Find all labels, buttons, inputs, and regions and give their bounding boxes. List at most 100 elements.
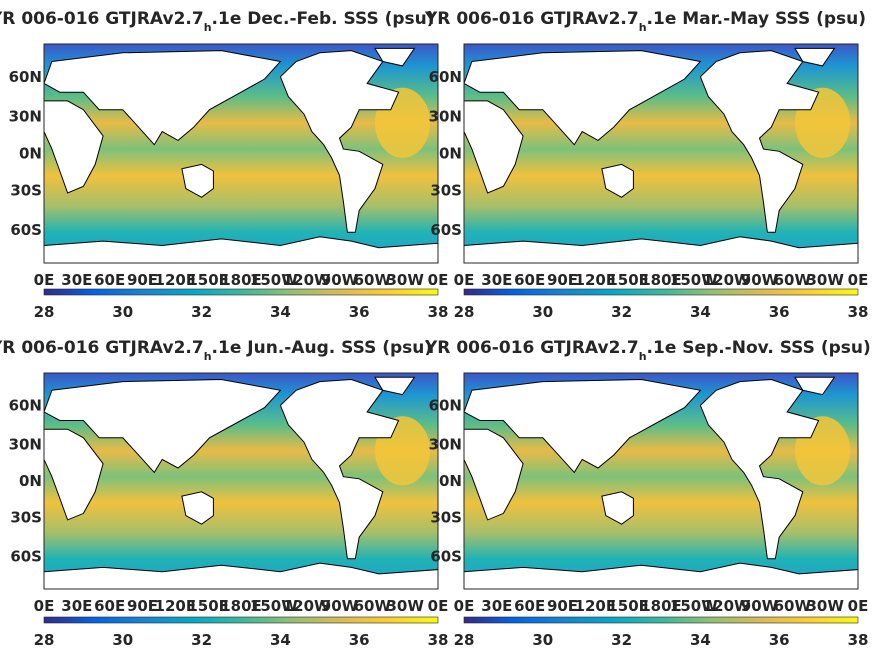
y-tick-label: 0N [19,472,42,490]
y-tick-label: 30N [9,435,42,453]
colorbar-tick-label: 32 [191,631,212,649]
x-tick-label: 30E [61,597,92,615]
x-tick-label: 0E [454,597,475,615]
x-tick-label: 150W [250,271,298,289]
colorbar-tick-label: 32 [191,303,212,321]
y-tick-label: 60S [10,548,42,566]
x-tick-label: 120E [575,271,617,289]
colorbar-tick-label: 34 [270,631,291,649]
y-tick-label: 60N [9,68,42,86]
y-tick-label: 60S [430,548,462,566]
colorbar-tick-label: 28 [454,303,475,321]
x-tick-label: 60E [514,271,545,289]
y-tick-label: 30S [10,182,42,200]
landmass [601,163,634,198]
x-tick-label: 150E [607,597,649,615]
colorbar-tick-label: 38 [428,303,449,321]
map-frame [463,43,859,264]
y-tick-label: 0N [439,472,462,490]
colorbar-tick-label: 34 [690,303,711,321]
x-tick-label: 60W [774,597,812,615]
y-tick-label: 60N [429,396,462,414]
colorbar-tick-label: 28 [34,631,55,649]
map-panel-3: YR 006-016 GTJRAv2.7h.1e Jun.-Aug. SSS (… [0,338,448,649]
colorbar-tick-label: 28 [34,303,55,321]
landmass [601,491,634,525]
x-tick-label: 30E [481,597,512,615]
x-tick-label: 30W [806,597,844,615]
x-tick-label: 90W [321,271,359,289]
x-tick-label: 90W [321,597,359,615]
colorbar-tick-label: 30 [532,303,553,321]
y-tick-label: 30S [430,509,462,527]
x-tick-label: 90W [741,271,779,289]
x-tick-label: 150W [670,271,718,289]
x-tick-label: 90E [547,271,578,289]
x-tick-label: 30E [481,271,512,289]
x-tick-label: 150E [187,597,229,615]
x-tick-label: 180E [220,271,262,289]
x-tick-label: 0E [848,271,869,289]
colorbar-tick-label: 36 [349,303,370,321]
colorbar-tick-label: 36 [769,303,790,321]
landmass [181,491,214,525]
map-panel-2: YR 006-016 GTJRAv2.7h.1e Mar.-May SSS (p… [424,9,868,321]
x-tick-label: 60E [94,271,125,289]
x-tick-label: 90E [127,597,158,615]
y-tick-label: 30S [10,509,42,527]
x-tick-label: 60E [94,597,125,615]
x-tick-label: 150E [607,271,649,289]
colorbar-tick-label: 34 [690,631,711,649]
x-tick-label: 120E [575,597,617,615]
colorbar-tick-label: 30 [112,303,133,321]
x-tick-label: 180E [640,597,682,615]
colorbar [43,288,439,296]
y-tick-label: 60S [10,221,42,239]
x-tick-label: 90W [741,597,779,615]
x-tick-label: 90E [547,597,578,615]
x-tick-label: 0E [428,271,449,289]
colorbar [463,288,859,296]
colorbar-tick-label: 38 [848,631,869,649]
x-tick-label: 120E [155,597,197,615]
landmass [181,163,214,198]
colorbar-tick-label: 32 [611,631,632,649]
x-tick-label: 60W [774,271,812,289]
x-tick-label: 60W [354,597,392,615]
x-tick-label: 0E [428,597,449,615]
panel-title: YR 006-016 GTJRAv2.7h.1e Mar.-May SSS (p… [424,9,866,34]
x-tick-label: 30W [386,597,424,615]
landmass [43,428,104,521]
x-tick-label: 30E [61,271,92,289]
landmass [279,50,400,233]
y-tick-label: 0N [439,145,462,163]
landmass [794,47,836,67]
x-tick-label: 180E [220,597,262,615]
panel-title: YR 006-016 GTJRAv2.7h.1e Dec.-Feb. SSS (… [0,9,435,34]
y-tick-label: 60N [429,68,462,86]
x-tick-label: 60E [514,597,545,615]
landmass [463,50,702,146]
map-frame [463,372,859,590]
landmass [794,376,836,396]
x-tick-label: 0E [848,597,869,615]
y-tick-label: 30N [429,435,462,453]
x-tick-label: 180E [640,271,682,289]
landmass [699,378,820,560]
colorbar-tick-label: 30 [532,631,553,649]
landmass [43,50,282,146]
colorbar-tick-label: 28 [454,631,475,649]
landmass [699,50,820,233]
landmass [463,378,702,474]
colorbar-tick-label: 36 [349,631,370,649]
x-tick-label: 150E [187,271,229,289]
y-tick-label: 60N [9,396,42,414]
colorbar-tick-label: 38 [428,631,449,649]
x-tick-label: 30W [806,271,844,289]
x-tick-label: 120W [283,597,331,615]
x-tick-label: 0E [34,271,55,289]
x-tick-label: 30W [386,271,424,289]
colorbar [43,616,439,624]
x-tick-label: 120W [703,597,751,615]
